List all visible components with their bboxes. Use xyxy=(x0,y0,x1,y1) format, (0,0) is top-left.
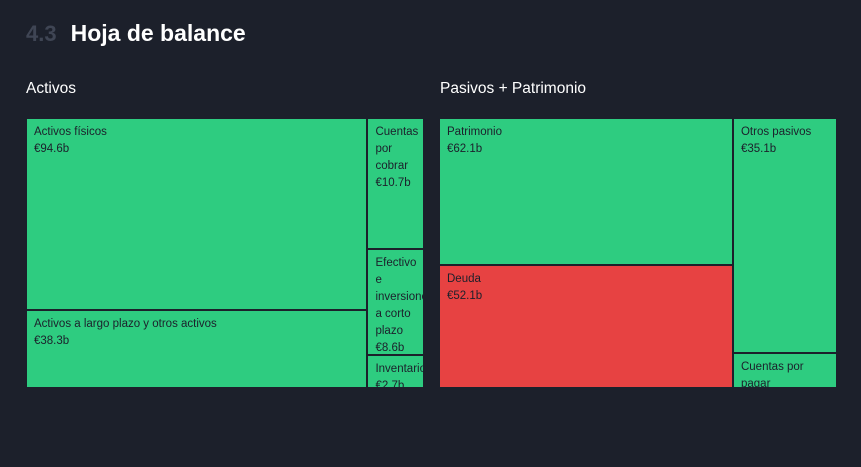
tile-label: Activos a largo plazo y otros activos xyxy=(34,318,217,331)
tile-value: €52.1b xyxy=(447,289,483,302)
tile-value: €10.7b xyxy=(375,177,411,189)
tile-value: €35.1b xyxy=(740,143,777,155)
treemap-tile-otros-pasivos[interactable]: Otros pasivos €35.1b xyxy=(732,118,837,353)
treemap-tile-activos-a-largo-plazo-y-otros-activos[interactable]: Activos a largo plazo y otros activos €38… xyxy=(26,310,368,388)
tile-value: €38.3b xyxy=(34,335,70,348)
tile-label: Activos físicos xyxy=(34,126,107,138)
tile-value: €62.1b xyxy=(447,143,483,155)
treemap-tile-cuentas-por-pagar[interactable]: Cuentas por pagar€5.3b xyxy=(732,352,837,388)
page-title: Hoja de balance xyxy=(70,20,246,46)
tile-label: Otros pasivos xyxy=(740,126,812,138)
tile-label: Cuentas por cobrar xyxy=(375,126,419,172)
assets-treemap: Activos físicos €94.6b Activos a largo pla… xyxy=(26,118,424,388)
liabilities-treemap: Patrimonio €62.1b Deuda €52.1b Otros pasivos… xyxy=(439,118,837,388)
tile-value: €2.7b xyxy=(375,379,405,388)
tile-label: Deuda xyxy=(447,272,481,285)
tile-value: €94.6b xyxy=(34,143,70,155)
treemap-tile-activos-fisicos[interactable]: Activos físicos €94.6b xyxy=(26,118,368,311)
treemap-tile-inventario[interactable]: Inventario €2.7b xyxy=(367,354,424,388)
tile-label: Patrimonio xyxy=(447,126,502,138)
tile-label: Efectivo e inversiones a corto plazo xyxy=(375,257,423,338)
treemap-tile-deuda[interactable]: Deuda €52.1b xyxy=(439,264,733,388)
tile-label: Cuentas por pagar xyxy=(740,360,804,388)
treemap-tile-efectivo-e-inversiones-a-corto-plazo[interactable]: Efectivo e inversiones a corto plazo €8.6… xyxy=(367,249,424,355)
treemap-tile-patrimonio[interactable]: Patrimonio €62.1b xyxy=(439,118,733,265)
tile-label: Inventario xyxy=(375,362,424,375)
treemap-tile-cuentas-por-cobrar[interactable]: Cuentas por cobrar €10.7b xyxy=(367,118,424,250)
section-header: 4.3 Hoja de balance xyxy=(26,20,246,47)
section-number: 4.3 xyxy=(26,21,57,46)
tile-value: €8.6b xyxy=(375,342,405,355)
assets-chart-title: Activos xyxy=(26,80,76,97)
liabilities-chart-title: Pasivos + Patrimonio xyxy=(440,80,587,97)
